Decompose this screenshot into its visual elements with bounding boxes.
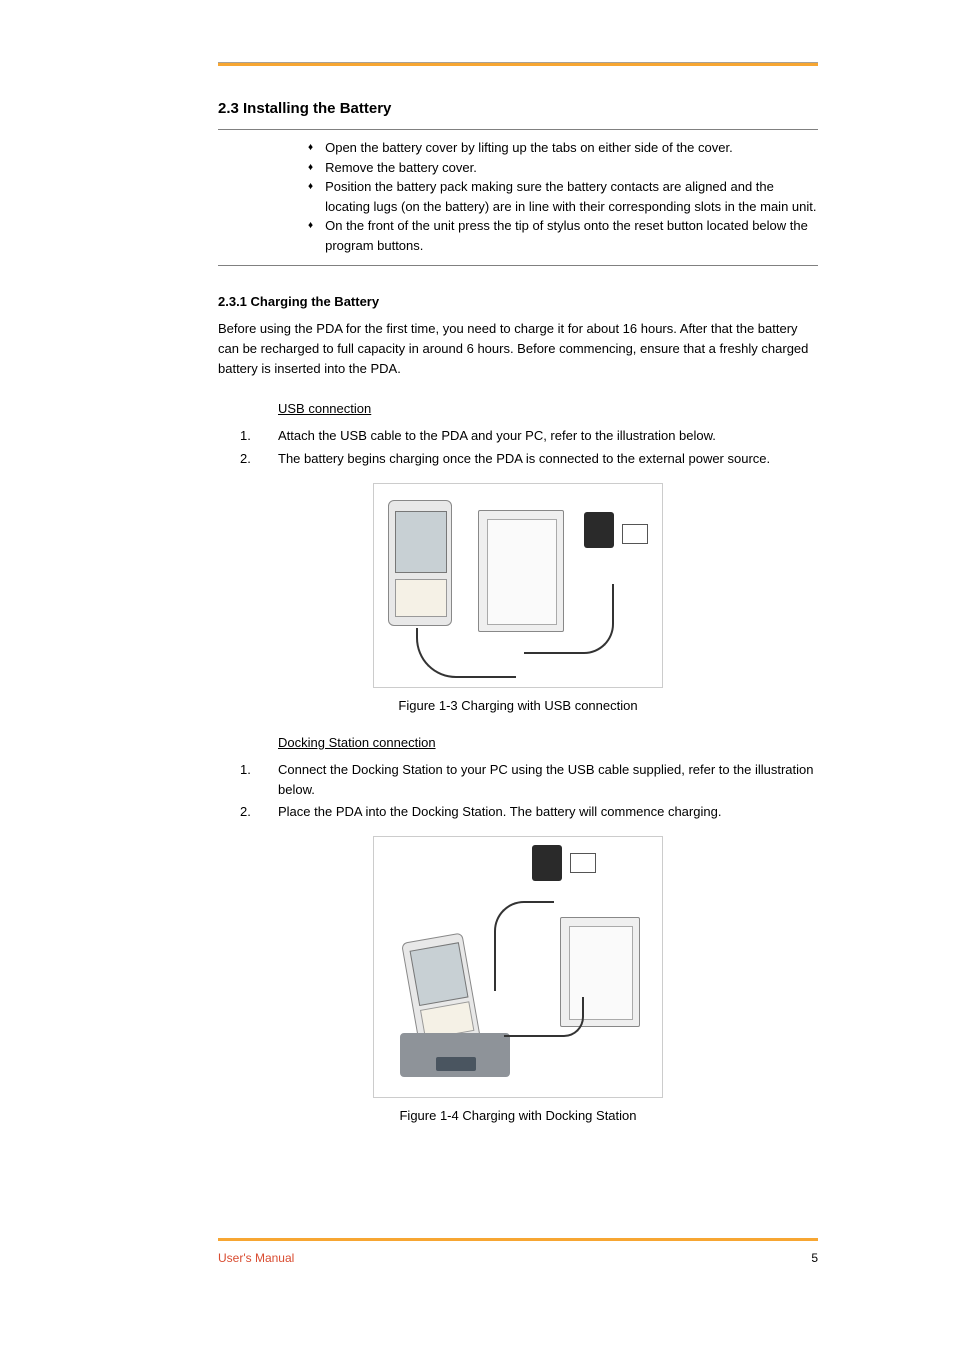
power-cable-icon [524,584,614,654]
numbered-item: 2. The battery begins charging once the … [240,449,818,469]
page: 2.3 Installing the Battery ♦ Open the ba… [0,0,954,1349]
bullet-text: Position the battery pack making sure th… [325,177,818,216]
numbered-item: 1. Connect the Docking Station to your P… [240,760,818,800]
pda-screen-icon [395,511,447,573]
usb-cable-icon [416,628,516,678]
diamond-bullet-icon: ♦ [308,177,313,196]
content-area: 2.3 Installing the Battery ♦ Open the ba… [218,100,818,1123]
bullet-text: Remove the battery cover. [325,158,818,178]
subsection-title: 2.3.1 Charging the Battery [218,294,818,309]
figure-1-4-container [218,836,818,1098]
numbered-item: 1. Attach the USB cable to the PDA and y… [240,426,818,446]
figure-1-3-caption: Figure 1-3 Charging with USB connection [218,698,818,713]
wall-outlet-icon [570,853,596,873]
bullet-item: ♦ On the front of the unit press the tip… [308,216,818,255]
cradle-badge-icon [436,1057,476,1071]
step-number: 1. [240,426,278,446]
section-title: 2.3 Installing the Battery [218,100,818,117]
diamond-bullet-icon: ♦ [308,138,313,157]
bullet-item: ♦ Remove the battery cover. [308,158,818,178]
diamond-bullet-icon: ♦ [308,216,313,235]
footer-text: User's Manual [218,1251,294,1265]
figure-1-4-image [373,836,663,1098]
bottom-rule [218,1238,818,1241]
page-number: 5 [811,1251,818,1265]
step-number: 2. [240,802,278,822]
step-number: 2. [240,449,278,469]
power-cable-icon [494,901,554,991]
figure-1-3-container [218,483,818,688]
bullet-list: ♦ Open the battery cover by lifting up t… [308,138,818,255]
pda-device-icon [388,500,452,626]
step-text: Place the PDA into the Docking Station. … [278,802,818,822]
step-number: 1. [240,760,278,800]
bullet-item: ♦ Open the battery cover by lifting up t… [308,138,818,158]
body-text: Before using the PDA for the first time,… [218,319,818,379]
bullet-text: On the front of the unit press the tip o… [325,216,818,255]
usb-cable-icon [504,997,584,1037]
wall-outlet-icon [622,524,648,544]
step-text: The battery begins charging once the PDA… [278,449,818,469]
figure-1-4-caption: Figure 1-4 Charging with Docking Station [218,1108,818,1123]
usb-heading: USB connection [278,401,818,416]
pda-screen-icon [410,942,469,1006]
section-rule-bottom [218,265,818,266]
bullet-item: ♦ Position the battery pack making sure … [308,177,818,216]
step-text: Connect the Docking Station to your PC u… [278,760,818,800]
bullet-text: Open the battery cover by lifting up the… [325,138,818,158]
power-plug-icon [532,845,562,881]
pda-keypad-icon [395,579,447,617]
cradle-heading: Docking Station connection [278,735,818,750]
diamond-bullet-icon: ♦ [308,158,313,177]
power-plug-icon [584,512,614,548]
step-text: Attach the USB cable to the PDA and your… [278,426,818,446]
pda-device-icon [401,933,481,1050]
numbered-item: 2. Place the PDA into the Docking Statio… [240,802,818,822]
figure-1-3-image [373,483,663,688]
section-rule-top [218,129,818,130]
top-rule [218,62,818,66]
